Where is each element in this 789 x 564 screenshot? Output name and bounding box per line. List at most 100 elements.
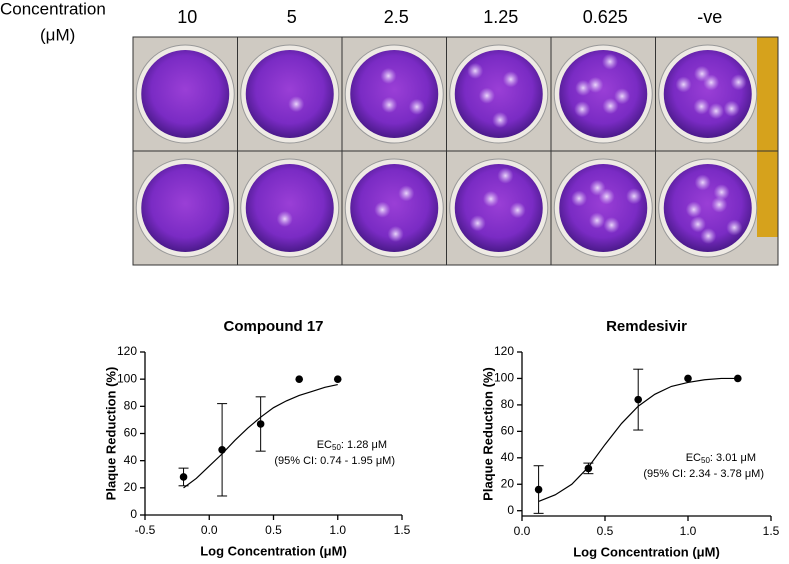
data-point xyxy=(534,485,543,494)
plaque xyxy=(723,100,740,117)
column-label: -ve xyxy=(697,7,722,27)
concentration-label: Concentration xyxy=(0,0,106,18)
data-point xyxy=(333,375,342,383)
ec50-prefix: EC xyxy=(686,452,701,464)
y-tick-label: 120 xyxy=(494,344,514,358)
plaque xyxy=(694,174,711,191)
column-label: 1.25 xyxy=(483,7,518,27)
well xyxy=(663,50,752,138)
well xyxy=(141,164,230,252)
plaque xyxy=(689,216,706,233)
plaque xyxy=(408,98,425,115)
ec50-annotation: EC50: 3.01 μM xyxy=(686,452,756,465)
plate-tab xyxy=(757,37,778,237)
plaque xyxy=(587,76,604,93)
well xyxy=(559,164,648,252)
well xyxy=(350,164,439,252)
ec50-value: : 1.28 μM xyxy=(341,439,387,451)
plaque xyxy=(589,179,606,196)
ci-annotation: (95% CI: 2.34 - 3.78 μM) xyxy=(643,468,764,480)
y-axis-label: Plaque Reduction (%) xyxy=(480,367,495,501)
ec50-prefix: EC xyxy=(317,439,332,451)
data-point xyxy=(295,375,304,383)
ec50-annotation: EC50: 1.28 μM xyxy=(317,439,387,452)
column-label: 10 xyxy=(177,7,197,27)
plaque xyxy=(693,65,710,82)
plaque xyxy=(693,98,710,115)
y-tick-label: 60 xyxy=(124,426,138,440)
ci-annotation: (95% CI: 0.74 - 1.95 μM) xyxy=(274,455,395,467)
chart-title: Compound 17 xyxy=(224,318,324,335)
plaque xyxy=(276,210,293,227)
plaque xyxy=(469,215,486,232)
plaque xyxy=(711,196,728,213)
y-tick-label: 100 xyxy=(117,371,137,385)
plaque xyxy=(614,88,631,105)
plaque xyxy=(374,201,391,218)
data-point xyxy=(734,374,742,383)
plaque xyxy=(288,96,305,113)
data-point xyxy=(584,464,593,473)
y-tick-label: 120 xyxy=(117,344,137,358)
y-tick-label: 80 xyxy=(124,399,138,413)
plaque xyxy=(380,67,397,84)
plate-border xyxy=(132,36,779,266)
data-point xyxy=(634,395,642,404)
well xyxy=(141,50,230,138)
x-tick-label: 0.0 xyxy=(514,524,531,538)
x-axis-label: Log Concentration (μM) xyxy=(200,543,347,558)
plaque xyxy=(708,103,725,120)
y-tick-label: 100 xyxy=(494,371,514,385)
plaque xyxy=(502,71,519,88)
x-tick-label: 1.5 xyxy=(763,524,780,538)
plaque xyxy=(482,190,499,207)
plaque xyxy=(381,96,398,113)
chart-title: Remdesivir xyxy=(606,318,687,335)
x-tick-label: 0.0 xyxy=(201,523,218,537)
ec50-value: : 3.01 μM xyxy=(710,452,756,464)
y-tick-label: 20 xyxy=(124,480,138,494)
plaque xyxy=(713,184,730,201)
plaque xyxy=(601,53,618,70)
plaque xyxy=(575,79,592,96)
plaque xyxy=(730,74,747,91)
x-tick-label: 1.0 xyxy=(329,523,346,537)
plaque xyxy=(478,87,495,104)
plaque xyxy=(574,101,591,118)
data-point xyxy=(218,446,226,454)
x-tick-label: 1.5 xyxy=(394,523,411,537)
y-tick-label: 60 xyxy=(501,424,515,438)
plaque xyxy=(467,62,484,79)
plaque xyxy=(602,98,619,115)
plate: 10 5 2.5 1.25 0.625 -ve xyxy=(132,7,779,266)
ec50-subscript: 50 xyxy=(701,456,710,465)
plaque xyxy=(398,185,415,202)
plaque xyxy=(603,217,620,234)
plaque xyxy=(675,76,692,93)
well xyxy=(245,50,334,138)
x-axis-label: Log Concentration (μM) xyxy=(573,544,720,559)
concentration-unit: (μM) xyxy=(40,25,75,44)
plaque xyxy=(571,190,588,207)
plaque xyxy=(685,201,702,218)
y-axis-label: Plaque Reduction (%) xyxy=(103,367,118,501)
plaque xyxy=(626,188,643,205)
x-tick-label: 1.0 xyxy=(680,524,697,538)
column-label: 0.625 xyxy=(583,7,628,27)
y-tick-label: 80 xyxy=(501,397,515,411)
plaque xyxy=(497,167,514,184)
plaque xyxy=(387,225,404,242)
plaque xyxy=(509,202,526,219)
column-label: 5 xyxy=(287,7,297,27)
plaque xyxy=(700,227,717,244)
column-label: 2.5 xyxy=(384,7,409,27)
well xyxy=(245,164,334,252)
well xyxy=(350,50,439,138)
y-tick-label: 40 xyxy=(501,450,515,464)
plaque xyxy=(588,212,605,229)
y-tick-label: 0 xyxy=(130,507,137,521)
data-point xyxy=(684,374,692,383)
data-point xyxy=(256,420,265,428)
y-tick-label: 20 xyxy=(501,476,515,490)
